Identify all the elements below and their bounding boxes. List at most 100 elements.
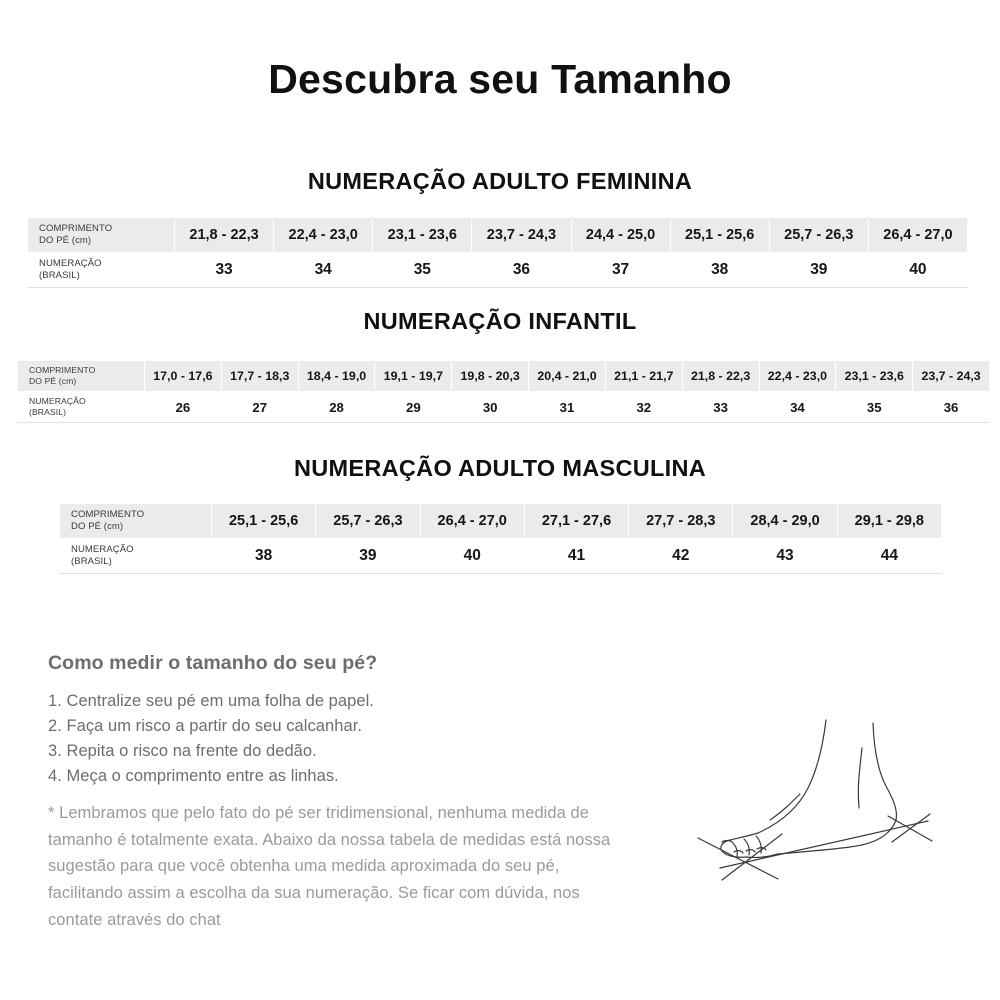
cell-length-infantil-4: 19,8 - 20,3 [451,360,530,392]
leg-front-contour [757,719,827,834]
cell-length-feminina-2: 23,1 - 23,6 [372,217,473,253]
cell-length-masculina-1: 25,7 - 26,3 [315,503,421,539]
row-label-numbering-line1: NUMERAÇÃO [39,257,102,269]
table-masculina: COMPRIMENTO DO PÉ (cm) 25,1 - 25,6 25,7 … [59,503,943,574]
cell-length-masculina-4: 27,7 - 28,3 [628,503,734,539]
big-toe-contour [720,832,759,858]
sole-contour [777,819,897,855]
cell-size-infantil-6: 32 [604,391,683,423]
cell-size-masculina-5: 43 [732,538,838,574]
cell-length-feminina-1: 22,4 - 23,0 [273,217,374,253]
cell-size-feminina-1: 34 [273,252,374,288]
cell-length-feminina-7: 26,4 - 27,0 [867,217,969,253]
cell-length-infantil-10: 23,7 - 24,3 [912,360,990,392]
toe-separation-2 [743,838,750,856]
list-item: 4. Meça o comprimento entre as linhas. [48,767,339,786]
cell-length-infantil-1: 17,7 - 18,3 [220,360,299,392]
cell-size-infantil-5: 31 [528,391,606,423]
cell-length-masculina-0: 25,1 - 25,6 [210,503,317,539]
cell-size-infantil-0: 26 [144,391,222,423]
section-heading-feminina-label: NUMERAÇÃO ADULTO FEMININA [307,168,693,194]
cell-size-infantil-9: 35 [835,391,914,423]
cell-size-feminina-7: 40 [867,252,969,288]
toenail-1 [721,839,733,843]
cell-size-feminina-2: 35 [372,252,473,288]
cell-size-feminina-0: 33 [173,252,275,288]
row-label-numbering-line1: NUMERAÇÃO [29,396,86,406]
row-label-numbering-feminina: NUMERAÇÃO (BRASIL) [27,252,175,288]
toe-separation-3 [755,835,762,854]
table-row-sizes-masculina: NUMERAÇÃO (BRASIL) 38 39 40 41 42 43 44 [59,538,943,574]
ground-line [719,820,929,869]
row-label-numbering-line2: (BRASIL) [29,407,67,417]
cell-length-feminina-5: 25,1 - 25,6 [669,217,770,253]
table-row-lengths-masculina: COMPRIMENTO DO PÉ (cm) 25,1 - 25,6 25,7 … [59,503,943,539]
section-heading-infantil-label: NUMERAÇÃO INFANTIL [363,308,637,334]
toenail-4 [756,847,767,851]
cell-length-feminina-0: 21,8 - 22,3 [173,217,275,253]
cell-size-infantil-4: 30 [451,391,530,423]
list-item: 2. Faça um risco a partir do seu calcanh… [48,717,362,736]
cell-length-feminina-3: 23,7 - 24,3 [471,217,572,253]
cell-size-feminina-4: 37 [570,252,671,288]
cell-length-feminina-6: 25,7 - 26,3 [768,217,869,253]
row-label-length-line1: COMPRIMENTO [39,222,113,234]
section-heading-masculina-label: NUMERAÇÃO ADULTO MASCULINA [293,455,707,481]
row-label-length-line2: DO PÉ (cm) [29,376,77,386]
leg-back-contour [872,722,898,821]
how-to-measure-steps: 1. Centralize seu pé em uma folha de pap… [48,689,648,789]
list-item: 3. Repita o risco na frente do dedão. [48,742,317,761]
instep-detail [769,793,801,821]
cell-size-masculina-6: 44 [836,538,943,574]
cell-length-infantil-2: 18,4 - 19,0 [297,360,376,392]
heel-measure-line-b [891,813,931,843]
cell-length-infantil-8: 22,4 - 23,0 [758,360,837,392]
cell-length-infantil-9: 23,1 - 23,6 [835,360,914,392]
cell-length-infantil-7: 21,8 - 22,3 [681,360,760,392]
toenail-3 [745,849,756,853]
cell-length-masculina-6: 29,1 - 29,8 [836,503,943,539]
cell-size-masculina-1: 39 [315,538,421,574]
cell-length-infantil-0: 17,0 - 17,6 [144,360,222,392]
section-heading-feminina: NUMERAÇÃO ADULTO FEMININA [0,168,1000,194]
row-label-length-line2: DO PÉ (cm) [71,521,124,532]
cell-length-infantil-6: 21,1 - 21,7 [604,360,683,392]
size-table-feminina: COMPRIMENTO DO PÉ (cm) 21,8 - 22,3 22,4 … [27,217,969,288]
how-to-measure-section: Como medir o tamanho do seu pé? 1. Centr… [48,652,648,789]
foot-outline-icon [697,719,933,881]
cell-length-infantil-5: 20,4 - 21,0 [528,360,606,392]
row-label-length-infantil: COMPRIMENTO DO PÉ (cm) [17,360,145,392]
table-row-lengths-feminina: COMPRIMENTO DO PÉ (cm) 21,8 - 22,3 22,4 … [27,217,969,253]
disclaimer-text: * Lembramos que pelo fato do pé ser trid… [48,804,611,929]
section-heading-infantil: NUMERAÇÃO INFANTIL [0,308,1000,334]
row-label-length-line1: COMPRIMENTO [71,508,145,520]
row-label-length-line2: DO PÉ (cm) [39,235,92,246]
list-item: 1. Centralize seu pé em uma folha de pap… [48,692,374,710]
row-label-numbering-line2: (BRASIL) [71,556,112,567]
page-title: Descubra seu Tamanho [268,56,732,102]
row-label-numbering-masculina: NUMERAÇÃO (BRASIL) [59,538,212,574]
cell-size-feminina-6: 39 [768,252,869,288]
cell-size-infantil-7: 33 [681,391,760,423]
cell-size-feminina-5: 38 [669,252,770,288]
ankle-crease [857,747,863,809]
section-heading-masculina: NUMERAÇÃO ADULTO MASCULINA [0,455,1000,481]
cell-length-feminina-4: 24,4 - 25,0 [570,217,671,253]
cell-length-masculina-3: 27,1 - 27,6 [523,503,630,539]
toes-front-line [745,853,779,858]
row-label-length-masculina: COMPRIMENTO DO PÉ (cm) [59,503,212,539]
cell-size-infantil-2: 28 [297,391,376,423]
cell-size-infantil-8: 34 [758,391,837,423]
cell-size-masculina-2: 40 [419,538,525,574]
how-to-measure-title: Como medir o tamanho do seu pé? [48,652,378,674]
cell-size-feminina-3: 36 [471,252,572,288]
toenail-2 [733,850,744,854]
table-row-sizes-infantil: NUMERAÇÃO (BRASIL) 26 27 28 29 30 31 32 … [17,391,990,423]
table-row-sizes-feminina: NUMERAÇÃO (BRASIL) 33 34 35 36 37 38 39 … [27,252,969,288]
row-label-numbering-line2: (BRASIL) [39,270,80,281]
cell-size-masculina-4: 42 [628,538,734,574]
cell-length-masculina-2: 26,4 - 27,0 [419,503,525,539]
cell-size-masculina-3: 41 [523,538,630,574]
cell-size-infantil-3: 29 [374,391,453,423]
row-label-numbering-infantil: NUMERAÇÃO (BRASIL) [17,391,145,423]
